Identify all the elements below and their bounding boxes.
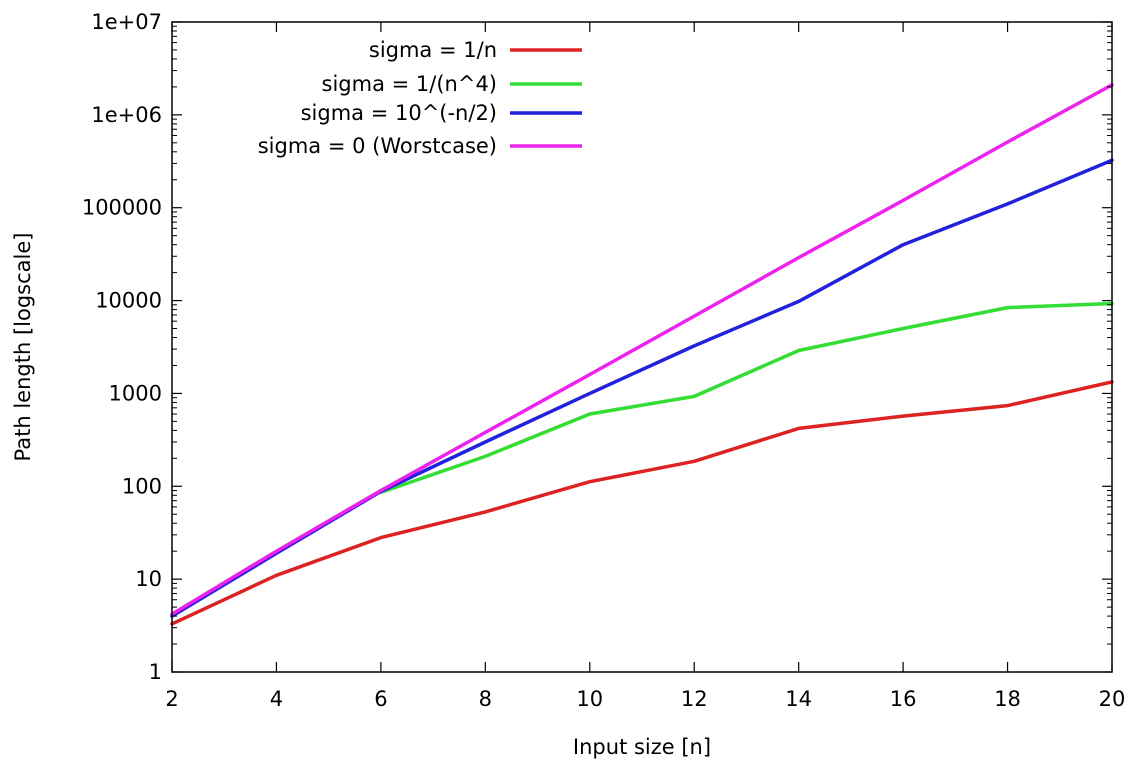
x-tick-label: 16: [890, 687, 917, 711]
plot-frame: [171, 21, 1113, 673]
x-tick-label: 18: [994, 687, 1021, 711]
y-tick-label: 10: [135, 567, 162, 591]
x-tick-label: 12: [681, 687, 708, 711]
x-tick-label: 6: [374, 687, 387, 711]
x-tick-label: 2: [165, 687, 178, 711]
legend: sigma = 1/n sigma = 1/(n^4) sigma = 10^(-n…: [258, 38, 582, 158]
x-tick-label: 10: [576, 687, 603, 711]
legend-label: sigma = 10^(-n/2): [301, 101, 497, 125]
x-tick-label: 8: [479, 687, 492, 711]
series-line-4: [170, 83, 1114, 616]
series-line-3: [170, 158, 1114, 618]
y-axis-title: Path length [logscale]: [11, 233, 35, 462]
legend-label: sigma = 0 (Worstcase): [258, 134, 497, 158]
legend-label: sigma = 1/(n^4): [322, 72, 497, 96]
x-tick-label: 14: [785, 687, 812, 711]
x-axis-title: Input size [n]: [573, 735, 711, 759]
series-line-2: [379, 301, 1114, 495]
y-tick-label: 1e+07: [91, 10, 162, 34]
y-tick-label: 10000: [95, 289, 162, 313]
y-tick-label: 100: [122, 474, 162, 498]
legend-label: sigma = 1/n: [369, 38, 497, 62]
series-line-1: [170, 380, 1114, 626]
x-tick-label: 20: [1099, 687, 1126, 711]
x-tick-label: 4: [270, 687, 283, 711]
y-tick-label: 1e+06: [91, 103, 162, 127]
y-tick-label: 1: [149, 660, 162, 684]
y-tick-label: 1000: [109, 381, 162, 405]
y-tick-label: 100000: [82, 196, 162, 220]
